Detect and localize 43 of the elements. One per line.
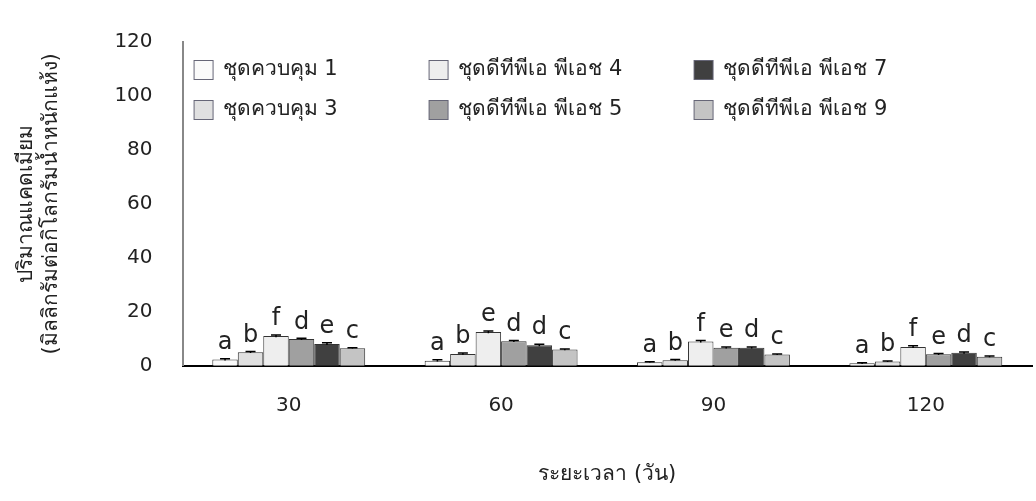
data-label: c (770, 322, 784, 351)
x-axis-title: ระยะเวลา (วัน) (538, 460, 677, 485)
data-label: d (531, 312, 547, 341)
data-label: c (345, 315, 360, 344)
data-label: d (956, 320, 972, 349)
y-tick-label: 40 (127, 244, 153, 269)
y-tick-label: 100 (114, 82, 153, 107)
data-label: a (642, 329, 658, 358)
data-label: a (430, 328, 445, 357)
data-label: b (879, 329, 896, 358)
y-tick-label: 80 (127, 136, 153, 161)
legend-label: ชุดดีทีพีเอ พีเอช 4 (457, 56, 623, 82)
data-label: b (455, 321, 471, 350)
y-tick-label: 120 (114, 28, 153, 53)
data-label: e (319, 311, 335, 340)
data-label: d (506, 308, 522, 337)
y-axis-title: ปริมาณแคดเมียม (มิลลิกรัมต่อกิโลกรัมน้ำหนักแห้ง) (13, 53, 63, 355)
legend-label: ชุดดีทีพีเอ พีเอช 9 (722, 96, 888, 122)
data-label: f (696, 308, 706, 337)
data-label: a (217, 327, 233, 356)
y-tick-label: 60 (127, 190, 153, 215)
x-tick-label: 90 (700, 392, 727, 416)
data-label: b (667, 327, 683, 356)
data-label: d (744, 315, 760, 344)
data-label: e (931, 321, 946, 350)
legend-label: ชุดควบคุม 3 (222, 96, 338, 122)
data-label: f (271, 303, 281, 332)
data-label: a (854, 331, 870, 360)
data-label: e (718, 315, 734, 344)
data-label: e (480, 299, 496, 328)
x-tick-label: 30 (276, 392, 302, 416)
x-tick-label: 60 (488, 392, 514, 416)
y-tick-label: 0 (139, 352, 153, 376)
legend-label: ชุดดีทีพีเอ พีเอช 7 (722, 56, 888, 82)
data-label: b (242, 319, 259, 348)
y-tick-label: 20 (127, 298, 153, 323)
data-label: f (908, 314, 918, 343)
data-label: d (293, 306, 310, 335)
x-tick-label: 120 (906, 392, 945, 416)
legend-label: ชุดดีทีพีเอ พีเอช 5 (457, 96, 623, 122)
data-label: c (558, 317, 572, 346)
data-label: c (982, 324, 997, 353)
legend-label: ชุดควบคุม 1 (222, 56, 338, 82)
